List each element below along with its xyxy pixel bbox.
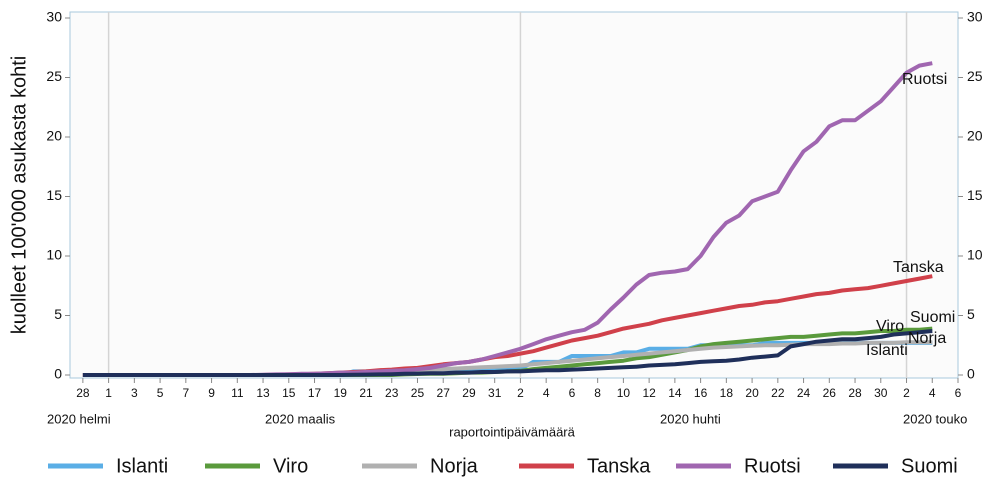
x-tick-label: 14	[668, 386, 682, 400]
x-tick-label: 7	[182, 386, 189, 400]
y2-tick-label: 15	[967, 187, 983, 203]
end-label: Tanska	[893, 259, 944, 276]
y-tick-label: 0	[54, 366, 62, 382]
month-label: 2020 maalis	[265, 411, 336, 426]
month-label: 2020 helmi	[47, 411, 111, 426]
x-tick-label: 17	[308, 386, 322, 400]
x-tick-label: 2	[517, 386, 524, 400]
y-axis-label: kuolleet 100'000 asukasta kohti	[8, 56, 30, 334]
x-tick-label: 1	[105, 386, 112, 400]
x-tick-label: 16	[694, 386, 708, 400]
x-tick-label: 26	[823, 386, 837, 400]
y-tick-label: 20	[46, 128, 62, 144]
month-label: 2020 touko	[903, 411, 967, 426]
month-label: 2020 huhti	[660, 411, 721, 426]
x-tick-label: 3	[131, 386, 138, 400]
x-tick-label: 28	[76, 386, 90, 400]
end-label: Suomi	[910, 309, 955, 326]
y-tick-label: 10	[46, 247, 62, 263]
x-tick-label: 27	[437, 386, 451, 400]
x-tick-label: 6	[955, 386, 962, 400]
legend-label: Islanti	[116, 455, 168, 477]
y2-tick-label: 20	[967, 128, 983, 144]
y2-tick-label: 30	[967, 9, 983, 25]
y-tick-label: 5	[54, 306, 62, 322]
y2-tick-label: 5	[967, 306, 975, 322]
end-label: Norja	[908, 330, 946, 347]
x-tick-label: 13	[256, 386, 270, 400]
x-tick-label: 21	[359, 386, 373, 400]
x-tick-label: 4	[929, 386, 936, 400]
x-tick-label: 22	[771, 386, 785, 400]
x-tick-label: 10	[617, 386, 631, 400]
x-tick-label: 18	[720, 386, 734, 400]
end-label: Ruotsi	[902, 71, 947, 88]
y-tick-label: 30	[46, 9, 62, 25]
legend-label: Norja	[430, 455, 479, 477]
x-tick-label: 9	[208, 386, 215, 400]
plot-area	[69, 11, 959, 379]
legend-label: Ruotsi	[744, 455, 801, 477]
x-tick-label: 5	[157, 386, 164, 400]
legend-label: Viro	[273, 455, 308, 477]
x-tick-label: 12	[642, 386, 656, 400]
x-tick-label: 8	[594, 386, 601, 400]
y-tick-label: 15	[46, 187, 62, 203]
x-tick-label: 6	[569, 386, 576, 400]
x-tick-label: 28	[848, 386, 862, 400]
x-tick-label: 30	[874, 386, 888, 400]
x-tick-label: 23	[385, 386, 399, 400]
y2-tick-label: 0	[967, 366, 975, 382]
y-tick-label: 25	[46, 68, 62, 84]
x-tick-label: 15	[282, 386, 296, 400]
x-tick-label: 2	[903, 386, 910, 400]
x-tick-label: 4	[543, 386, 550, 400]
x-tick-label: 19	[334, 386, 348, 400]
end-label: Viro	[876, 318, 904, 335]
x-tick-label: 11	[231, 386, 244, 400]
y2-tick-label: 10	[967, 247, 983, 263]
x-tick-label: 29	[462, 386, 476, 400]
x-tick-label: 25	[411, 386, 425, 400]
x-tick-label: 24	[797, 386, 811, 400]
y2-tick-label: 25	[967, 68, 983, 84]
line	[82, 329, 933, 377]
x-axis-label: raportointipäivämäärä	[449, 424, 576, 439]
x-tick-label: 20	[745, 386, 759, 400]
x-tick-label: 31	[488, 386, 502, 400]
legend-label: Suomi	[901, 455, 958, 477]
legend-label: Tanska	[587, 455, 651, 477]
end-label: Islanti	[866, 342, 908, 359]
